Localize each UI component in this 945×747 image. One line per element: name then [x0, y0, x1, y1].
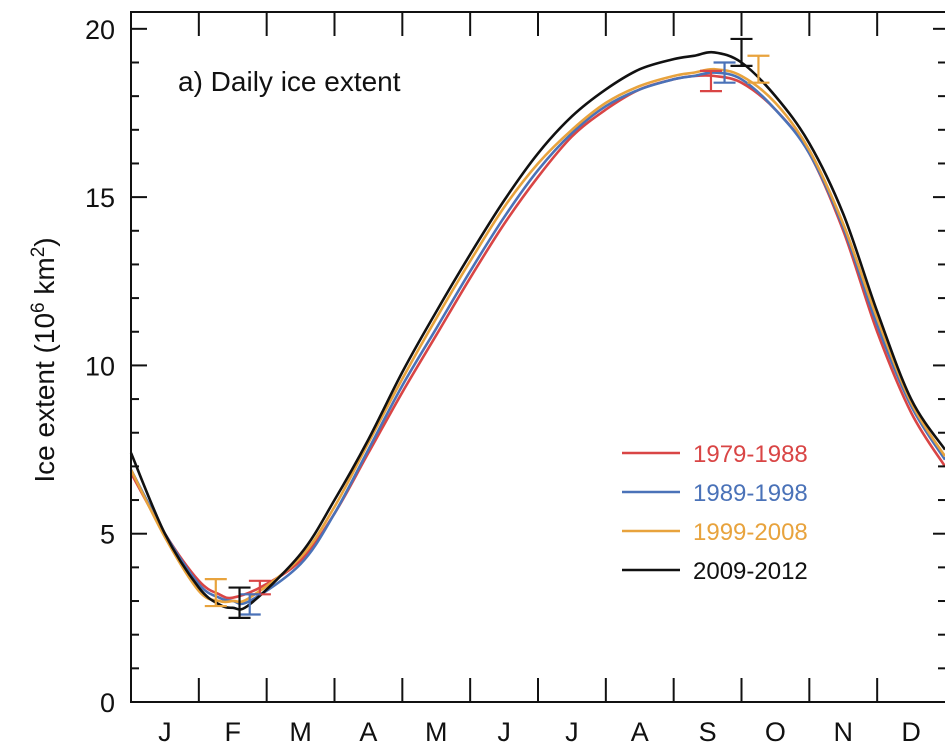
error-bar — [713, 61, 736, 84]
legend-label: 1989-1998 — [693, 480, 808, 507]
error-bar — [238, 593, 261, 616]
x-tick-label: A — [631, 717, 649, 747]
series-line-3 — [129, 67, 945, 604]
x-tick-label: O — [765, 717, 786, 747]
x-tick-label: M — [289, 717, 312, 747]
error-bar — [228, 586, 251, 619]
x-tick-label: A — [359, 717, 377, 747]
x-tick-label: M — [425, 717, 448, 747]
y-axis-title-sup-1: 6 — [28, 302, 49, 313]
x-tick-label: F — [225, 717, 242, 747]
series-line-2 — [129, 71, 945, 606]
y-axis-title-end: ) — [29, 237, 60, 246]
y-tick-label: 10 — [85, 351, 115, 381]
legend-label: 1979-1988 — [693, 441, 808, 468]
plot-area: 0 5 10 15 20 J F M A M J J A S O N D — [85, 11, 945, 747]
series-line-4 — [129, 50, 945, 611]
legend-label: 2009-2012 — [693, 558, 808, 585]
y-tick-label: 0 — [100, 688, 115, 718]
x-tick-label: D — [901, 717, 921, 747]
legend-label: 1999-2008 — [693, 519, 808, 546]
x-tick-label: S — [699, 717, 717, 747]
y-tick-label: 5 — [100, 520, 115, 550]
y-axis-title-mid: km — [29, 257, 60, 302]
x-tick-label: N — [834, 717, 854, 747]
plot-frame — [130, 11, 945, 703]
x-tick-label: J — [497, 717, 511, 747]
y-axis-title-sup-2: 2 — [28, 247, 49, 258]
y-axis-title-main: Ice extent (10 — [29, 313, 60, 483]
y-tick-label: 15 — [85, 183, 115, 213]
error-bar — [747, 54, 770, 84]
x-tick-label: J — [158, 717, 172, 747]
error-bar — [204, 578, 227, 608]
error-bar — [699, 69, 722, 93]
ticks-layer: 0 5 10 15 20 J F M A M J J A S O N D — [85, 12, 945, 747]
y-tick-label: 20 — [85, 15, 115, 45]
chart-title: a) Daily ice extent — [178, 66, 401, 97]
error-bar-layer — [204, 37, 770, 619]
series-layer — [129, 50, 945, 611]
error-bar — [730, 37, 753, 67]
x-tick-label: J — [565, 717, 579, 747]
legend: 1979-1988 1989-1998 1999-2008 2009-2012 — [622, 441, 808, 585]
y-axis-title: Ice extent (106 km2) — [28, 237, 61, 482]
